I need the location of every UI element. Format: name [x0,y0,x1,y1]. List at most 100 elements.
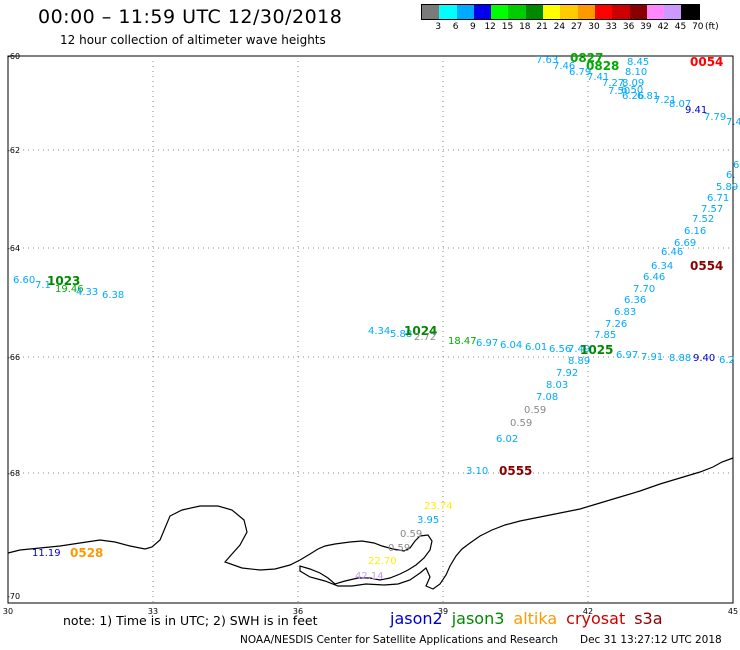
lat-tick-label: -66 [7,353,20,362]
wave-height-value: 23.74 [424,501,453,512]
wave-height-value: 6.46 [643,272,665,283]
legend-label: 12 [484,22,496,32]
wave-height-value: 7.63 [536,55,558,66]
legend-label: 33 [605,22,618,32]
wave-height-value: 7.50 [608,86,630,97]
legend-label: 30 [588,22,600,32]
wave-height-value: 7.91 [641,352,663,363]
wave-height-value: 6.2 [719,355,735,366]
wave-height-value: 6.69 [674,238,696,249]
legend-label: 45 [674,22,687,32]
wave-height-value: 7.4 [726,117,740,128]
map-title: 00:00 – 11:59 UTC 12/30/2018 [38,6,343,28]
satellite-cryosat: cryosat [566,609,626,628]
lat-tick-label: -68 [7,469,20,478]
map-frame [7,55,734,604]
wave-height-value: 3.95 [417,515,439,526]
wave-height-value: 6.97 [616,350,638,361]
legend-swatch [594,5,613,19]
wave-height-value: 7.57 [701,204,723,215]
wave-height-value: 9.41 [685,105,707,116]
pass-time-label: 1025 [580,343,613,357]
wave-height-legend: 3 6 9 12 15 18 21 24 27 30 33 36 39 42 45 70 (ft) [421,4,719,36]
legend-label: 70 [692,22,704,32]
coastline [7,457,734,590]
legend-label: 36 [622,22,635,32]
wave-height-value: 42.14 [355,571,384,582]
wave-height-value: 7.27 [602,78,624,89]
wave-height-value: 9.40 [693,353,715,364]
wave-height-value: 6.02 [496,434,518,445]
pass-time-label: 0828 [586,59,619,73]
satellite-key: jason2 jason3 altika cryosat s3a [390,609,672,628]
wave-height-value: 7.49 [568,344,590,355]
wave-height-value: 6.26 [622,91,644,102]
legend-labels: 3 6 9 12 15 18 21 24 27 30 33 36 39 42 45 70 (ft) [421,22,718,36]
legend-swatch [543,5,561,19]
pass-time-label: 0827 [570,51,603,65]
lat-tick-label: -60 [7,52,20,61]
wave-height-value: 7.1 [35,280,51,291]
satellite-jason2: jason2 [390,609,443,628]
axis-ticks: 30 33 36 39 42 45 -60 -62 -64 -66 -68 -70 [3,52,738,616]
legend-label: 6 [452,22,459,32]
wave-height-value: 8.07 [669,99,691,110]
legend-label: 39 [640,22,652,32]
wave-height-value: 8.09 [622,78,644,89]
legend-unit: (ft) [705,22,719,32]
generated-timestamp: Dec 31 13:27:12 UTC 2018 [580,634,722,646]
footer-note: note: 1) Time is in UTC; 2) SWH is in fe… [63,613,318,628]
wave-height-value: 6.16 [684,226,706,237]
wave-height-value: 4.33 [76,287,98,298]
wave-height-value: 7.70 [633,284,655,295]
pass-time-label: 0554 [690,259,723,273]
legend-swatch [664,5,682,19]
legend-swatch [560,5,578,19]
wave-height-value: 6.97 [476,338,498,349]
lon-tick-label: 30 [3,607,13,616]
lat-lon-grid [8,56,733,603]
wave-height-value: 7.41 [587,72,609,83]
legend-swatch [612,5,630,19]
wave-height-value: 7.26 [605,319,627,330]
legend-swatch [456,5,474,19]
wave-height-value: 8.03 [546,380,568,391]
lat-tick-label: -64 [7,244,20,253]
wave-height-value: 6.81 [637,91,659,102]
wave-height-value: 7.21 [654,95,676,106]
pass-time-label: 0054 [690,55,723,69]
legend-swatch [439,5,457,19]
pass-time-label: 0528 [70,546,103,560]
wave-height-value: 6.50 [621,85,643,96]
wave-height-value: 7.79 [704,112,726,123]
wave-height-value: 5.88 [390,329,412,340]
wave-height-value: 6.34 [651,261,673,272]
wave-height-value: 4.34 [368,326,390,337]
wave-height-value: 6.83 [614,307,636,318]
wave-height-value: 11.19 [32,548,61,559]
wave-height-value: 5.89 [716,182,738,193]
wave-height-value: 0.59 [400,529,422,540]
wave-height-value: 7.92 [556,368,578,379]
wave-height-value: 3.10 [466,466,488,477]
legend-label: 27 [570,22,583,32]
wave-height-value: 6.04 [500,340,522,351]
pass-time-label: 0555 [499,464,532,478]
legend-label: 3 [435,22,442,32]
legend-swatch [629,5,647,19]
pass-time-label: 1023 [47,274,80,288]
legend-swatch [577,5,595,19]
wave-height-value: 0.59 [388,543,410,554]
wave-height-value: 6.01 [525,342,547,353]
wave-height-value: 8.89 [568,356,590,367]
legend-swatch [525,5,544,19]
legend-label: 24 [553,22,566,32]
satellite-jason3: jason3 [451,609,505,628]
legend-label: 21 [536,22,548,32]
legend-label: 15 [501,22,514,32]
pass-time-label: 1024 [404,324,437,338]
wave-height-value: 6.38 [102,290,124,301]
lon-tick-label: 45 [728,607,738,616]
satellite-s3a: s3a [634,609,663,628]
wave-height-value: 6.71 [707,193,729,204]
